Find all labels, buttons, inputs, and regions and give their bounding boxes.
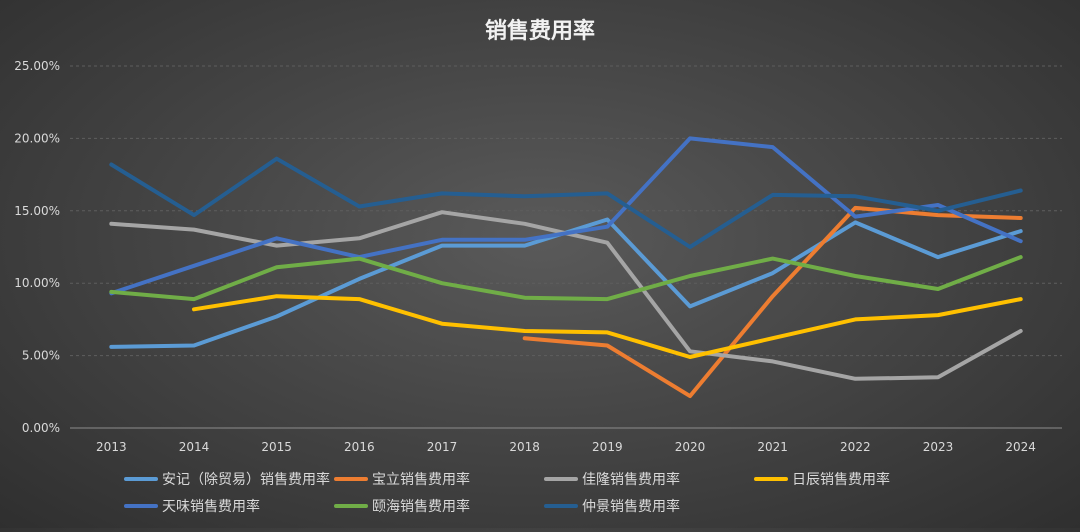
legend-label: 安记（除贸易）销售费用率 (162, 471, 330, 488)
x-tick-label: 2013 (96, 440, 127, 454)
legend-item: 日辰销售费用率 (754, 471, 890, 488)
legend: 安记（除贸易）销售费用率 宝立销售费用率 佳隆销售费用率 日辰销售费用率天味销售费用率… (124, 471, 890, 515)
x-tick-label: 2021 (757, 440, 788, 454)
legend-label: 宝立销售费用率 (372, 471, 470, 488)
x-tick-label: 2020 (675, 440, 706, 454)
legend-label: 佳隆销售费用率 (582, 471, 680, 488)
series-line (522, 205, 1023, 399)
x-tick-label: 2016 (344, 440, 375, 454)
legend-item: 佳隆销售费用率 (544, 471, 680, 488)
y-tick-label: 5.00% (22, 349, 60, 363)
chart-title: 销售费用率 (485, 18, 595, 44)
x-tick-label: 2014 (179, 440, 210, 454)
legend-item: 天味销售费用率 (124, 498, 260, 515)
x-tick-label: 2022 (840, 440, 871, 454)
legend-item: 颐海销售费用率 (334, 498, 470, 515)
x-axis: 2013 2014 2015 2016 2017 2018 2019 2020 2021 2022… (96, 440, 1036, 454)
y-tick-label: 20.00% (14, 131, 60, 145)
x-tick-label: 2019 (592, 440, 623, 454)
x-tick-label: 2024 (1005, 440, 1036, 454)
series-line (109, 255, 1023, 302)
x-tick-label: 2017 (427, 440, 458, 454)
series-line (109, 136, 1023, 296)
x-tick-label: 2018 (509, 440, 540, 454)
series-line (109, 156, 1023, 249)
y-tick-label: 25.00% (14, 59, 60, 73)
legend-item: 安记（除贸易）销售费用率 (124, 471, 330, 488)
x-tick-label: 2015 (261, 440, 292, 454)
legend-item: 宝立销售费用率 (334, 471, 470, 488)
legend-label: 日辰销售费用率 (792, 471, 890, 488)
x-tick-label: 2023 (923, 440, 954, 454)
series-lines (109, 136, 1023, 399)
series-line (109, 210, 1023, 381)
gridlines (70, 65, 1062, 429)
legend-item: 仲景销售费用率 (544, 498, 680, 515)
legend-label: 天味销售费用率 (162, 498, 260, 515)
y-tick-label: 15.00% (14, 204, 60, 218)
y-tick-label: 10.00% (14, 276, 60, 290)
series-line (192, 294, 1023, 359)
y-tick-label: 0.00% (22, 421, 60, 435)
legend-label: 仲景销售费用率 (582, 498, 680, 515)
legend-label: 颐海销售费用率 (372, 498, 470, 515)
y-axis: 0.00% 5.00% 10.00% 15.00% 20.00% 25.00% (14, 59, 60, 435)
